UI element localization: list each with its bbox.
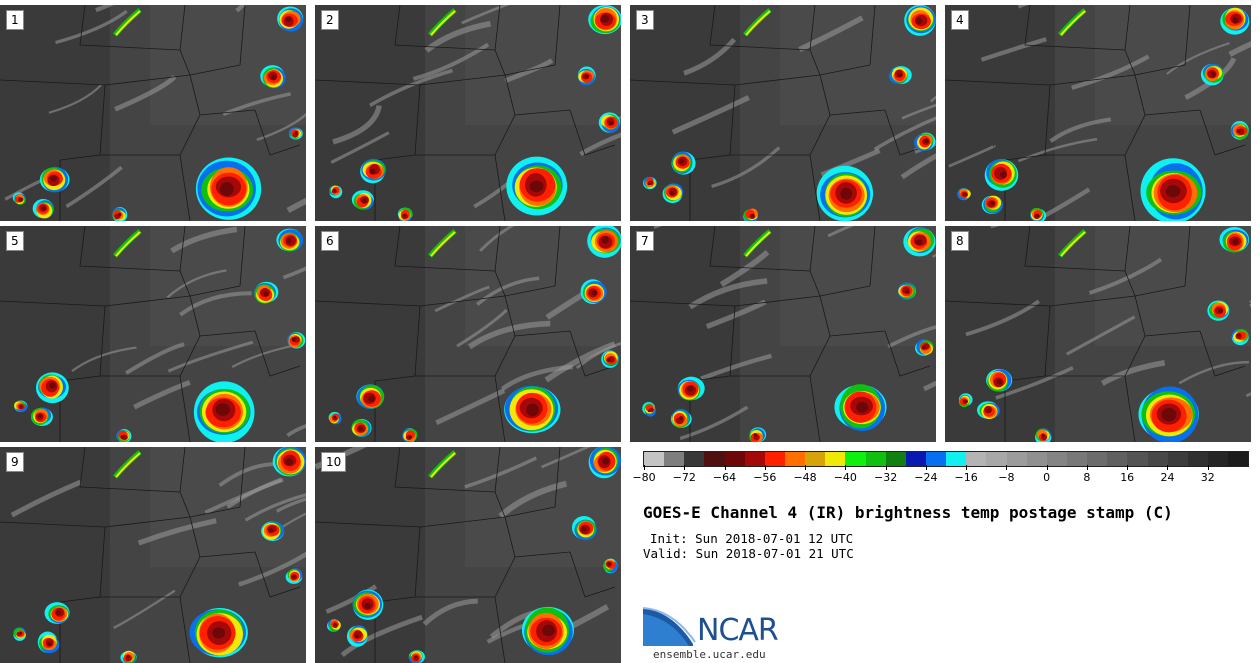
colorbar-tick-label: 32	[1200, 471, 1215, 484]
ir-map-icon	[315, 5, 621, 221]
colorbar-tick	[1167, 465, 1169, 470]
colorbar-segment	[946, 452, 967, 466]
ir-map-icon	[630, 226, 936, 442]
panel-label: 2	[321, 10, 339, 30]
colorbar-tick-label: −16	[954, 471, 978, 484]
colorbar-tick	[724, 465, 726, 470]
colorbar-tick-label: −72	[672, 471, 696, 484]
colorbar-segment	[1087, 452, 1108, 466]
valid-time: Valid: Sun 2018-07-01 21 UTC	[643, 546, 854, 561]
colorbar-segment	[885, 452, 906, 466]
colorbar-segment	[664, 452, 685, 466]
ir-map-icon	[0, 5, 306, 221]
forecast-panel-7: 7	[630, 226, 936, 442]
colorbar-tick	[805, 465, 807, 470]
colorbar-tick	[925, 465, 927, 470]
colorbar-segment	[1228, 452, 1249, 466]
colorbar-tick	[966, 465, 968, 470]
colorbar-tick	[885, 465, 887, 470]
forecast-panel-2: 2	[315, 5, 621, 221]
colorbar-tick-label: 8	[1083, 471, 1091, 484]
colorbar-segment	[744, 452, 765, 466]
temperature-colorbar	[643, 451, 1249, 467]
colorbar-tick-label: 16	[1120, 471, 1135, 484]
colorbar-tick-label: 24	[1160, 471, 1175, 484]
colorbar-segment	[1167, 452, 1188, 466]
init-time: Init: Sun 2018-07-01 12 UTC	[650, 531, 854, 546]
colorbar-segment	[986, 452, 1007, 466]
colorbar-segment	[704, 452, 725, 466]
panel-label: 3	[636, 10, 654, 30]
forecast-panel-3: 3	[630, 5, 936, 221]
ir-map-icon	[0, 226, 306, 442]
colorbar-tick-label: −24	[914, 471, 938, 484]
colorbar-segment	[905, 452, 926, 466]
colorbar-tick	[644, 465, 645, 470]
colorbar-tick	[1207, 465, 1209, 470]
colorbar-tick	[684, 465, 686, 470]
colorbar-segment	[805, 452, 826, 466]
colorbar-segment	[966, 452, 987, 466]
colorbar-segment	[1127, 452, 1148, 466]
colorbar-segment	[724, 452, 745, 466]
colorbar-segment	[1006, 452, 1027, 466]
forecast-panel-10: 10	[315, 447, 621, 663]
panel-label: 8	[951, 231, 969, 251]
ir-map-icon	[630, 5, 936, 221]
ir-map-icon	[0, 447, 306, 663]
colorbar-segment	[644, 452, 665, 466]
colorbar-tick-label: 0	[1043, 471, 1051, 484]
forecast-panel-6: 6	[315, 226, 621, 442]
panel-label: 9	[6, 452, 24, 472]
panel-label: 6	[321, 231, 339, 251]
colorbar-segment	[1066, 452, 1088, 466]
colorbar-segment	[1107, 452, 1128, 466]
colorbar-tick-label: −8	[998, 471, 1015, 484]
colorbar-segment	[764, 452, 785, 466]
colorbar-tick-label: −32	[873, 471, 898, 484]
colorbar-segment	[784, 452, 806, 466]
panel-label: 5	[6, 231, 24, 251]
colorbar-tick	[1006, 465, 1008, 470]
colorbar-segment	[1026, 452, 1047, 466]
colorbar-segment	[684, 452, 705, 466]
ncar-logo-text: NCAR	[697, 613, 779, 648]
forecast-panel-8: 8	[945, 226, 1251, 442]
colorbar-segment	[845, 452, 866, 466]
colorbar-tick	[1127, 465, 1129, 470]
colorbar-tick-label: −80	[632, 471, 656, 484]
colorbar-tick-label: −64	[712, 471, 737, 484]
forecast-panel-1: 1	[0, 5, 306, 221]
colorbar-tick-label: −56	[753, 471, 777, 484]
forecast-panel-9: 9	[0, 447, 306, 663]
site-url: ensemble.ucar.edu	[653, 648, 766, 661]
ncar-logo-icon	[643, 607, 696, 646]
ir-map-icon	[315, 226, 621, 442]
colorbar-tick	[1086, 465, 1088, 470]
panel-label: 10	[321, 452, 347, 472]
panel-label: 7	[636, 231, 654, 251]
ir-map-icon	[945, 5, 1251, 221]
ir-map-icon	[315, 447, 621, 663]
colorbar-segment	[925, 452, 947, 466]
colorbar-segment	[865, 452, 886, 466]
ir-map-icon	[945, 226, 1251, 442]
colorbar-tick-label: −48	[793, 471, 817, 484]
colorbar-segment	[1046, 452, 1067, 466]
panel-label: 1	[6, 10, 24, 30]
figure-title: GOES-E Channel 4 (IR) brightness temp po…	[643, 503, 1173, 522]
colorbar-segment	[825, 452, 846, 466]
forecast-panel-5: 5	[0, 226, 306, 442]
colorbar-segment	[1207, 452, 1229, 466]
forecast-panel-4: 4	[945, 5, 1251, 221]
colorbar-segment	[1147, 452, 1168, 466]
colorbar-tick	[764, 465, 766, 470]
panel-label: 4	[951, 10, 969, 30]
colorbar-segment	[1187, 452, 1208, 466]
colorbar-tick	[845, 465, 847, 470]
colorbar-tick-label: −40	[833, 471, 857, 484]
colorbar-tick	[1046, 465, 1048, 470]
